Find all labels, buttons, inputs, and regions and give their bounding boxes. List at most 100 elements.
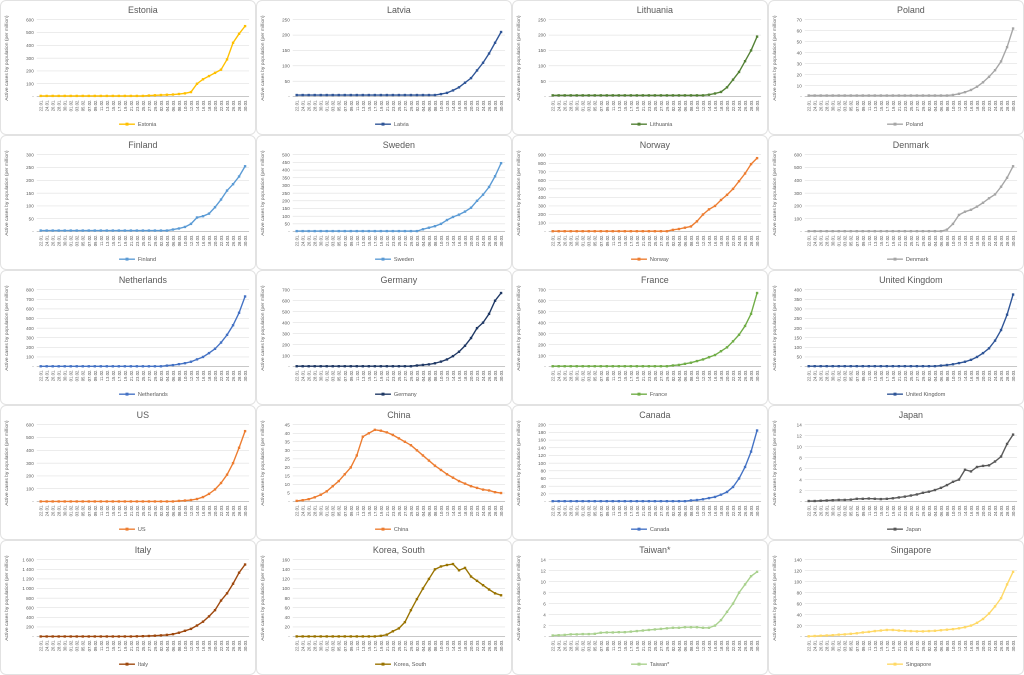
series-marker xyxy=(475,326,479,330)
series-marker xyxy=(569,365,572,368)
chart-norway[interactable]: -100 200 300 400 500 600 700 800 900 22.01. 24.01.… xyxy=(512,135,768,270)
y-tick-label: 25 xyxy=(285,457,291,462)
chart-denmark[interactable]: -100 200 300 400 500 600 22.01. 24.01. 26.01. 28.… xyxy=(768,135,1024,270)
series-marker xyxy=(201,215,205,218)
x-tick-label: 08.03. xyxy=(945,100,950,112)
x-tick-label: 24.01. xyxy=(301,100,306,112)
chart-china[interactable]: -5 10 15 20 25 30 35 40 45 22.01. 24.01. 26.01. 28.0… xyxy=(256,405,512,540)
series-marker xyxy=(225,189,229,192)
chart-netherlands[interactable]: -100 200 300 400 500 600 700 800 22.01. 24.01. 26.… xyxy=(0,270,256,405)
x-tick-label: 05.02. xyxy=(337,640,342,652)
series-marker xyxy=(969,624,973,627)
y-tick-label: 300 xyxy=(282,331,290,336)
x-tick-label: 19.02. xyxy=(379,100,384,112)
chart-italy[interactable]: -200 400 600 800 1 000 1 200 1 400 1 600 22.01. 2… xyxy=(0,540,256,675)
x-tick-label: 21.02. xyxy=(641,235,646,247)
x-tick-label: 26.01. xyxy=(819,505,824,517)
series-marker xyxy=(499,594,503,597)
x-tick-label: 13.02. xyxy=(105,640,110,652)
gridlines xyxy=(548,19,762,82)
series-marker xyxy=(159,365,163,368)
legend-label: Estonia xyxy=(138,122,157,128)
series-marker xyxy=(57,229,60,232)
series-line xyxy=(807,293,1014,367)
chart-taiwan[interactable]: -2 4 6 8 10 12 14 22.01. 24.01. 26.01. 28.01. 30.01… xyxy=(512,540,768,675)
series-marker xyxy=(749,312,753,316)
series-marker xyxy=(325,635,328,638)
chart-latvia[interactable]: -50 100 150 200 250 22.01. 24.01. 26.01. 28.01. 3… xyxy=(256,0,512,135)
series-marker xyxy=(361,229,365,233)
x-tick-label: 17.02. xyxy=(885,370,890,382)
chart-singapore[interactable]: -20 40 60 80 100 120 140 22.01. 24.01. 26.01. 28.0… xyxy=(768,540,1024,675)
series-marker xyxy=(593,365,596,368)
y-tick-label: 600 xyxy=(26,605,34,610)
x-tick-label: 14.03. xyxy=(195,235,200,247)
x-tick-label: 04.03. xyxy=(421,640,426,652)
x-tick-label: 05.02. xyxy=(81,505,86,517)
series-marker xyxy=(605,365,608,368)
series-marker xyxy=(927,364,931,368)
x-tick-label: 14.03. xyxy=(963,235,968,247)
legend-marker xyxy=(637,662,641,666)
x-tick-label: 15.02. xyxy=(879,235,884,247)
x-tick-label: 28.01. xyxy=(825,505,830,517)
legend: China xyxy=(375,527,409,533)
y-tick-label: - xyxy=(544,364,546,369)
series-marker xyxy=(819,634,822,637)
x-tick-label: 24.03. xyxy=(481,640,486,652)
chart-japan[interactable]: -2 4 6 8 10 12 14 22.01. 24.01. 26.01. 28.01. 30.01… xyxy=(768,405,1024,540)
y-tick-label: 300 xyxy=(26,335,34,340)
x-tick-label: 13.02. xyxy=(617,370,622,382)
series-marker xyxy=(93,229,96,232)
series-marker xyxy=(201,495,205,499)
chart-us[interactable]: -100 200 300 400 500 600 22.01. 24.01. 26.01. 28.… xyxy=(0,405,256,540)
series-marker xyxy=(813,499,816,503)
chart-united-kingdom[interactable]: -50 100 150 200 250 300 350 400 22.01. 24.01. 26.0… xyxy=(768,270,1024,405)
chart-france[interactable]: -100 200 300 400 500 600 700 22.01. 24.01. 26.01.… xyxy=(512,270,768,405)
x-tick-label: 14.03. xyxy=(963,100,968,112)
series-marker xyxy=(903,629,907,632)
legend: Korea, South xyxy=(375,662,426,668)
x-tick-label: 10.03. xyxy=(695,640,700,652)
x-tick-label: 07.02. xyxy=(343,370,348,382)
series-marker xyxy=(409,608,413,612)
x-tick-label: 19.02. xyxy=(123,505,128,517)
legend-marker xyxy=(637,122,641,126)
y-tick-label: 400 xyxy=(282,168,290,173)
x-tick-label: 04.03. xyxy=(165,370,170,382)
chart-sweden[interactable]: -50 100 150 200 250 300 350 400 450 500 22.01. 24.0… xyxy=(256,135,512,270)
series-marker xyxy=(319,93,322,97)
x-tick-label: 22.03. xyxy=(219,235,224,247)
chart-lithuania[interactable]: -50 100 150 200 250 22.01. 24.01. 26.01. 28.01. 3… xyxy=(512,0,768,135)
x-tick-label: 27.02. xyxy=(147,640,152,652)
series-marker xyxy=(391,229,395,233)
chart-canada[interactable]: -20 40 60 80 100 120 140 160 180 200 22.01. 24.01. 2… xyxy=(512,405,768,540)
series-marker xyxy=(755,429,759,432)
x-tick-label: 14.03. xyxy=(707,235,712,247)
series-marker xyxy=(129,94,133,98)
series-marker xyxy=(825,364,828,368)
chart-poland[interactable]: -10 20 30 40 50 60 70 22.01. 24.01. 26.01. 28.01. 3… xyxy=(768,0,1024,135)
gridlines xyxy=(548,289,762,356)
series-marker xyxy=(855,94,858,97)
series-marker xyxy=(981,617,985,621)
series-marker xyxy=(575,633,578,636)
series-marker xyxy=(343,635,346,638)
series-marker xyxy=(713,495,717,499)
series-marker xyxy=(677,499,681,503)
series-marker xyxy=(421,93,425,97)
series-marker xyxy=(755,570,759,573)
x-tick-label: 11.02. xyxy=(867,505,872,516)
x-tick-label: 01.02. xyxy=(837,100,842,112)
series-marker xyxy=(439,92,443,96)
x-tick-label: 12.03. xyxy=(189,640,194,652)
x-tick-label: 24.01. xyxy=(45,370,50,382)
chart-germany[interactable]: -100 200 300 400 500 600 700 22.01. 24.01. 26.01.… xyxy=(256,270,512,405)
x-tick-label: 03.02. xyxy=(331,640,336,652)
chart-korea-south[interactable]: -20 40 60 80 100 120 140 160 22.01. 24.01. 26.01. 2… xyxy=(256,540,512,675)
chart-estonia[interactable]: -100 200 300 400 500 600 22.01. 24.01. 26.01. 28.… xyxy=(0,0,256,135)
x-tick-label: 14.03. xyxy=(451,505,456,517)
chart-finland[interactable]: -50 100 150 200 250 300 22.01. 24.01. 26.01. 28.0… xyxy=(0,135,256,270)
